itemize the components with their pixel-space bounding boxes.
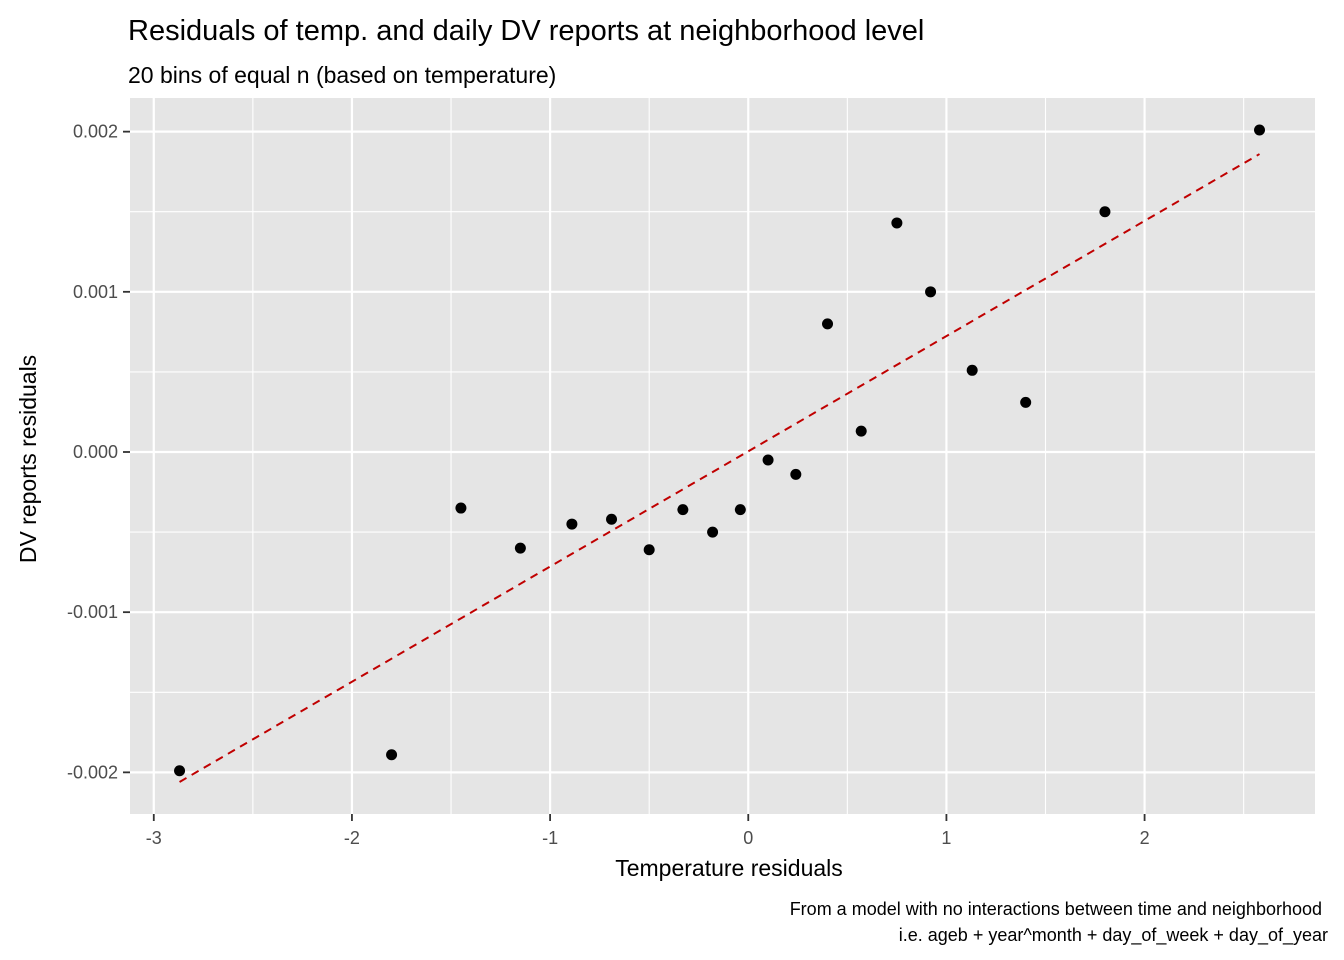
data-point <box>677 504 689 516</box>
data-point <box>790 468 802 480</box>
x-axis: -3 -2 -1 0 1 2 <box>146 814 1150 848</box>
data-point <box>891 217 903 229</box>
y-tick-label: 0.002 <box>73 122 118 142</box>
data-point <box>606 513 618 525</box>
x-tick-label: -3 <box>146 828 162 848</box>
data-point <box>707 526 719 538</box>
data-point <box>734 504 746 516</box>
x-tick-label: -2 <box>344 828 360 848</box>
caption-line-1: From a model with no interactions betwee… <box>790 899 1322 919</box>
y-tick-label: -0.001 <box>67 602 118 622</box>
y-tick-label: -0.002 <box>67 762 118 782</box>
y-axis-label: DV reports residuals <box>15 355 41 563</box>
chart-caption: From a model with no interactions betwee… <box>790 899 1328 946</box>
x-tick-label: -1 <box>542 828 558 848</box>
chart-subtitle: 20 bins of equal n (based on temperature… <box>128 62 556 88</box>
chart-title: Residuals of temp. and daily DV reports … <box>128 15 924 47</box>
data-point <box>855 425 867 437</box>
data-point <box>643 544 655 556</box>
data-point <box>514 542 526 554</box>
x-tick-label: 1 <box>941 828 951 848</box>
data-point <box>822 318 834 330</box>
data-point <box>1099 206 1111 218</box>
data-point <box>566 518 578 530</box>
data-point <box>966 364 978 376</box>
y-tick-label: 0.000 <box>73 442 118 462</box>
y-axis: -0.002 -0.001 0.000 0.001 0.002 <box>67 122 130 782</box>
data-point <box>762 454 774 466</box>
data-point <box>174 765 186 777</box>
major-gridlines <box>130 98 1315 814</box>
x-tick-label: 2 <box>1140 828 1150 848</box>
y-tick-label: 0.001 <box>73 282 118 302</box>
caption-line-2: i.e. ageb + year^month + day_of_week + d… <box>899 925 1328 946</box>
minor-gridlines <box>130 98 1315 814</box>
data-point <box>455 502 467 514</box>
data-point <box>1020 396 1032 408</box>
data-points <box>174 124 1266 777</box>
plot-panel <box>130 98 1315 814</box>
x-axis-label: Temperature residuals <box>615 855 843 881</box>
panel-background <box>130 98 1315 814</box>
data-point <box>386 749 398 761</box>
data-point <box>1254 124 1266 136</box>
data-point <box>925 286 937 298</box>
trend-line <box>179 153 1261 783</box>
x-tick-label: 0 <box>743 828 753 848</box>
